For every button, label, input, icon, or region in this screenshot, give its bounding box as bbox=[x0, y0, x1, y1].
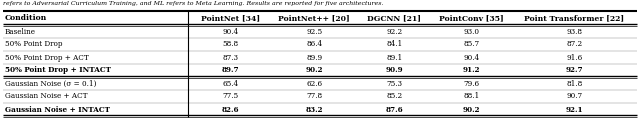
Text: PointNet [34]: PointNet [34] bbox=[201, 15, 260, 23]
Text: 90.9: 90.9 bbox=[386, 66, 403, 74]
Text: Condition: Condition bbox=[5, 15, 47, 23]
Text: PointConv [35]: PointConv [35] bbox=[439, 15, 504, 23]
Text: 93.0: 93.0 bbox=[463, 27, 479, 36]
Text: 50% Point Drop: 50% Point Drop bbox=[5, 40, 63, 48]
Text: 77.8: 77.8 bbox=[306, 93, 323, 101]
Text: 90.2: 90.2 bbox=[305, 66, 323, 74]
Text: 89.1: 89.1 bbox=[387, 53, 403, 61]
Text: 90.4: 90.4 bbox=[222, 27, 238, 36]
Text: 85.2: 85.2 bbox=[387, 93, 403, 101]
Text: 90.2: 90.2 bbox=[462, 106, 480, 114]
Text: 92.2: 92.2 bbox=[387, 27, 403, 36]
Text: 85.7: 85.7 bbox=[463, 40, 479, 48]
Text: 90.7: 90.7 bbox=[566, 93, 582, 101]
Text: 75.3: 75.3 bbox=[387, 80, 403, 88]
Text: 87.3: 87.3 bbox=[222, 53, 238, 61]
Text: Gaussian Noise (σ = 0.1): Gaussian Noise (σ = 0.1) bbox=[5, 80, 97, 88]
Text: 79.6: 79.6 bbox=[463, 80, 479, 88]
Text: 89.9: 89.9 bbox=[306, 53, 323, 61]
Text: PointNet++ [20]: PointNet++ [20] bbox=[278, 15, 350, 23]
Text: 92.5: 92.5 bbox=[306, 27, 323, 36]
Text: 62.6: 62.6 bbox=[306, 80, 323, 88]
Text: Point Transformer [22]: Point Transformer [22] bbox=[524, 15, 624, 23]
Text: 90.4: 90.4 bbox=[463, 53, 479, 61]
Text: 83.2: 83.2 bbox=[305, 106, 323, 114]
Text: Gaussian Noise + INTACT: Gaussian Noise + INTACT bbox=[5, 106, 110, 114]
Text: 77.5: 77.5 bbox=[222, 93, 238, 101]
Text: 92.7: 92.7 bbox=[565, 66, 583, 74]
Text: 91.6: 91.6 bbox=[566, 53, 582, 61]
Text: DGCNN [21]: DGCNN [21] bbox=[367, 15, 422, 23]
Text: 86.4: 86.4 bbox=[306, 40, 323, 48]
Text: Gaussian Noise + ACT: Gaussian Noise + ACT bbox=[5, 93, 88, 101]
Text: 92.1: 92.1 bbox=[565, 106, 583, 114]
Text: Baseline: Baseline bbox=[5, 27, 36, 36]
Text: 93.8: 93.8 bbox=[566, 27, 582, 36]
Text: 82.6: 82.6 bbox=[221, 106, 239, 114]
Text: 65.4: 65.4 bbox=[222, 80, 238, 88]
Text: 84.1: 84.1 bbox=[387, 40, 403, 48]
Text: 91.2: 91.2 bbox=[462, 66, 480, 74]
Text: 50% Point Drop + ACT: 50% Point Drop + ACT bbox=[5, 53, 89, 61]
Text: 89.7: 89.7 bbox=[221, 66, 239, 74]
Text: 58.8: 58.8 bbox=[222, 40, 238, 48]
Text: refers to Adversarial Curriculum Training, and ML refers to Meta Learning. Resul: refers to Adversarial Curriculum Trainin… bbox=[3, 1, 383, 6]
Text: 87.2: 87.2 bbox=[566, 40, 582, 48]
Text: 81.8: 81.8 bbox=[566, 80, 582, 88]
Text: 88.1: 88.1 bbox=[463, 93, 479, 101]
Text: 87.6: 87.6 bbox=[386, 106, 403, 114]
Text: 50% Point Drop + INTACT: 50% Point Drop + INTACT bbox=[5, 66, 111, 74]
